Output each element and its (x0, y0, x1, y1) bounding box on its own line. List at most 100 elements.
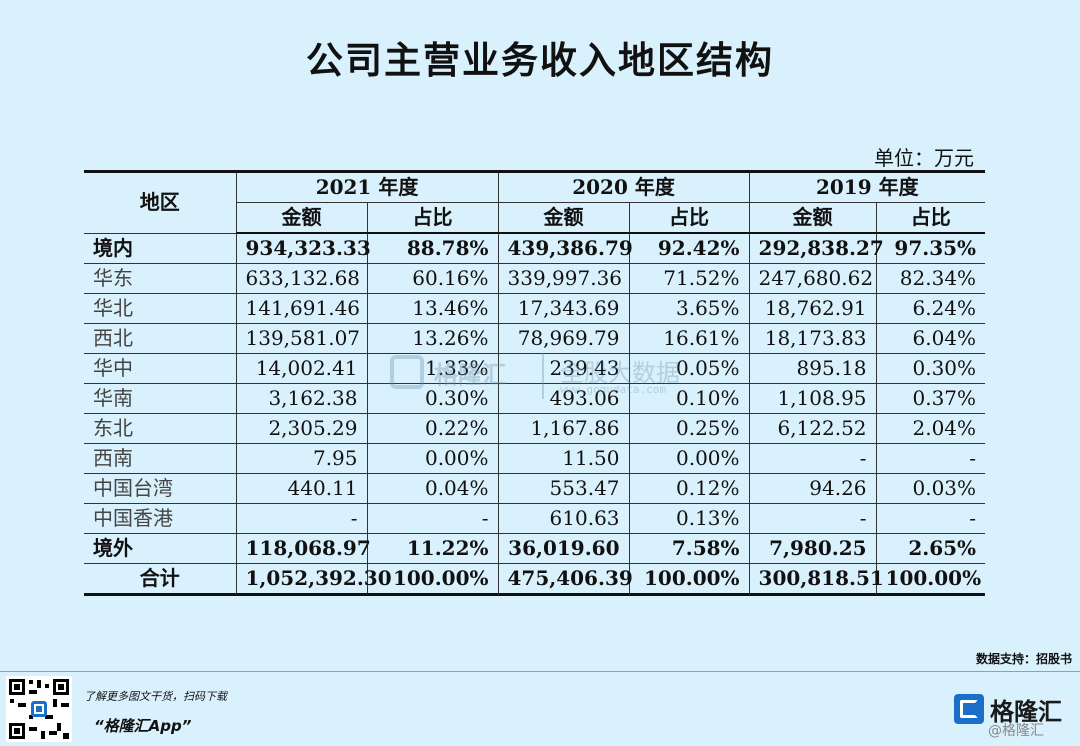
ratio-cell: 0.12% (629, 473, 750, 504)
table-row: 华中 14,002.41 1.33% 239.43 0.05% 895.18 0.30% (84, 353, 986, 384)
region-name: 西北 (84, 323, 237, 354)
amount-cell: 11.50 (498, 443, 630, 474)
ratio-cell: 92.42% (629, 233, 750, 264)
ratio-cell: 97.35% (876, 233, 986, 264)
amount-cell: 493.06 (498, 383, 630, 414)
amount-cell: 94.26 (749, 473, 877, 504)
amount-cell: 1,108.95 (749, 383, 877, 414)
qr-code-icon[interactable] (6, 676, 72, 742)
table-row: 华北 141,691.46 13.46% 17,343.69 3.65% 18,762.9… (84, 293, 986, 324)
footer-divider (0, 671, 1080, 672)
page-title: 公司主营业务收入地区结构 (306, 39, 774, 82)
ratio-cell: - (876, 503, 986, 534)
table-row: 华南 3,162.38 0.30% 493.06 0.10% 1,108.95 0.37% (84, 383, 986, 414)
ratio-cell: 0.25% (629, 413, 750, 444)
table-row: 华东 633,132.68 60.16% 339,997.36 71.52% 247,68… (84, 263, 986, 294)
amount-cell: 139,581.07 (236, 323, 368, 354)
ratio-cell: 82.34% (876, 263, 986, 294)
region-name: 境外 (84, 533, 237, 564)
ratio-cell: 2.65% (876, 533, 986, 564)
amount-cell: 7,980.25 (749, 533, 877, 564)
ratio-cell: 0.00% (367, 443, 499, 474)
region-name: 境内 (84, 233, 237, 264)
unit-label: 单位：万元 (874, 146, 974, 170)
ratio-cell: 13.46% (367, 293, 499, 324)
ratio-cell: 11.22% (367, 533, 499, 564)
ratio-cell: 13.26% (367, 323, 499, 354)
amount-cell: 439,386.79 (498, 233, 633, 264)
amount-cell: 6,122.52 (749, 413, 877, 444)
amount-cell: 475,406.39 (498, 563, 633, 596)
amount-header: 金额 (498, 202, 630, 234)
ratio-cell: 100.00% (876, 563, 986, 596)
region-name: 华中 (84, 353, 237, 384)
year-header: 2021 年度 (236, 170, 499, 203)
brand-logo: 格隆汇 @格隆汇 (954, 688, 1074, 740)
ratio-header: 占比 (629, 202, 750, 234)
region-name: 东北 (84, 413, 237, 444)
ratio-cell: 7.58% (629, 533, 750, 564)
amount-cell: 895.18 (749, 353, 877, 384)
ratio-cell: 3.65% (629, 293, 750, 324)
amount-cell: 300,818.51 (749, 563, 884, 596)
table-body: 境内 934,323.33 88.78% 439,386.79 92.42% 292,83… (84, 233, 986, 596)
amount-cell: 610.63 (498, 503, 630, 534)
ratio-cell: 0.03% (876, 473, 986, 504)
year-header: 2019 年度 (749, 170, 986, 203)
app-name: “格隆汇App” (94, 717, 192, 735)
amount-cell: 17,343.69 (498, 293, 630, 324)
amount-cell: 633,132.68 (236, 263, 368, 294)
ratio-cell: 0.05% (629, 353, 750, 384)
amount-cell: 18,173.83 (749, 323, 877, 354)
ratio-cell: 71.52% (629, 263, 750, 294)
amount-cell: 1,052,392.30 (236, 563, 392, 596)
ratio-header: 占比 (367, 202, 499, 234)
amount-cell: 36,019.60 (498, 533, 630, 564)
region-name: 西南 (84, 443, 237, 474)
region-name: 中国台湾 (84, 473, 237, 504)
ratio-cell: - (876, 443, 986, 474)
amount-cell: 118,068.97 (236, 533, 371, 564)
amount-cell: 2,305.29 (236, 413, 368, 444)
logo-mark-icon (954, 694, 984, 724)
ratio-cell: 0.10% (629, 383, 750, 414)
amount-cell: 141,691.46 (236, 293, 368, 324)
ratio-cell: 6.24% (876, 293, 986, 324)
amount-cell: 339,997.36 (498, 263, 630, 294)
amount-cell: - (749, 443, 877, 474)
ratio-cell: 0.22% (367, 413, 499, 444)
ratio-cell: 100.00% (629, 563, 750, 596)
promo-text: 了解更多图文干货，扫码下载 (84, 690, 227, 703)
ratio-header: 占比 (876, 202, 986, 234)
logo-text: 格隆汇 (990, 698, 1062, 726)
amount-cell: - (749, 503, 877, 534)
region-header: 地区 (84, 170, 237, 234)
amount-cell: 78,969.79 (498, 323, 630, 354)
table-row: 中国台湾 440.11 0.04% 553.47 0.12% 94.26 0.03% (84, 473, 986, 504)
table-row: 东北 2,305.29 0.22% 1,167.86 0.25% 6,122.52 2.04… (84, 413, 986, 444)
table-row: 西南 7.95 0.00% 11.50 0.00% - - (84, 443, 986, 474)
amount-header: 金额 (236, 202, 368, 234)
table-row: 中国香港 - -610.63 0.13% - - (84, 503, 986, 534)
revenue-region-table: 地区 2021 年度 2020 年度 2019 年度 金额 占比 金额 占比 金… (84, 170, 986, 596)
ratio-cell: 88.78% (367, 233, 499, 264)
amount-cell: 440.11 (236, 473, 368, 504)
data-source: 数据支持：招股书 (975, 652, 1072, 666)
ratio-cell: - (367, 503, 499, 534)
year-header: 2020 年度 (498, 170, 750, 203)
ratio-cell: 0.13% (629, 503, 750, 534)
table-row: 境外 118,068.97 11.22% 36,019.60 7.58% 7,980.25… (84, 533, 986, 564)
amount-cell: 934,323.33 (236, 233, 371, 264)
ratio-cell: 16.61% (629, 323, 750, 354)
ratio-cell: 60.16% (367, 263, 499, 294)
region-name: 华北 (84, 293, 237, 324)
amount-cell: 7.95 (236, 443, 368, 474)
ratio-cell: 0.04% (367, 473, 499, 504)
logo-watermark: @格隆汇 (988, 723, 1044, 739)
amount-cell: 553.47 (498, 473, 630, 504)
table-row: 合计 1,052,392.30 100.00% 475,406.39 100.00% 30… (84, 563, 986, 596)
region-name: 中国香港 (84, 503, 237, 534)
ratio-cell: 100.00% (367, 563, 499, 596)
amount-cell: 1,167.86 (498, 413, 630, 444)
amount-cell: 3,162.38 (236, 383, 368, 414)
